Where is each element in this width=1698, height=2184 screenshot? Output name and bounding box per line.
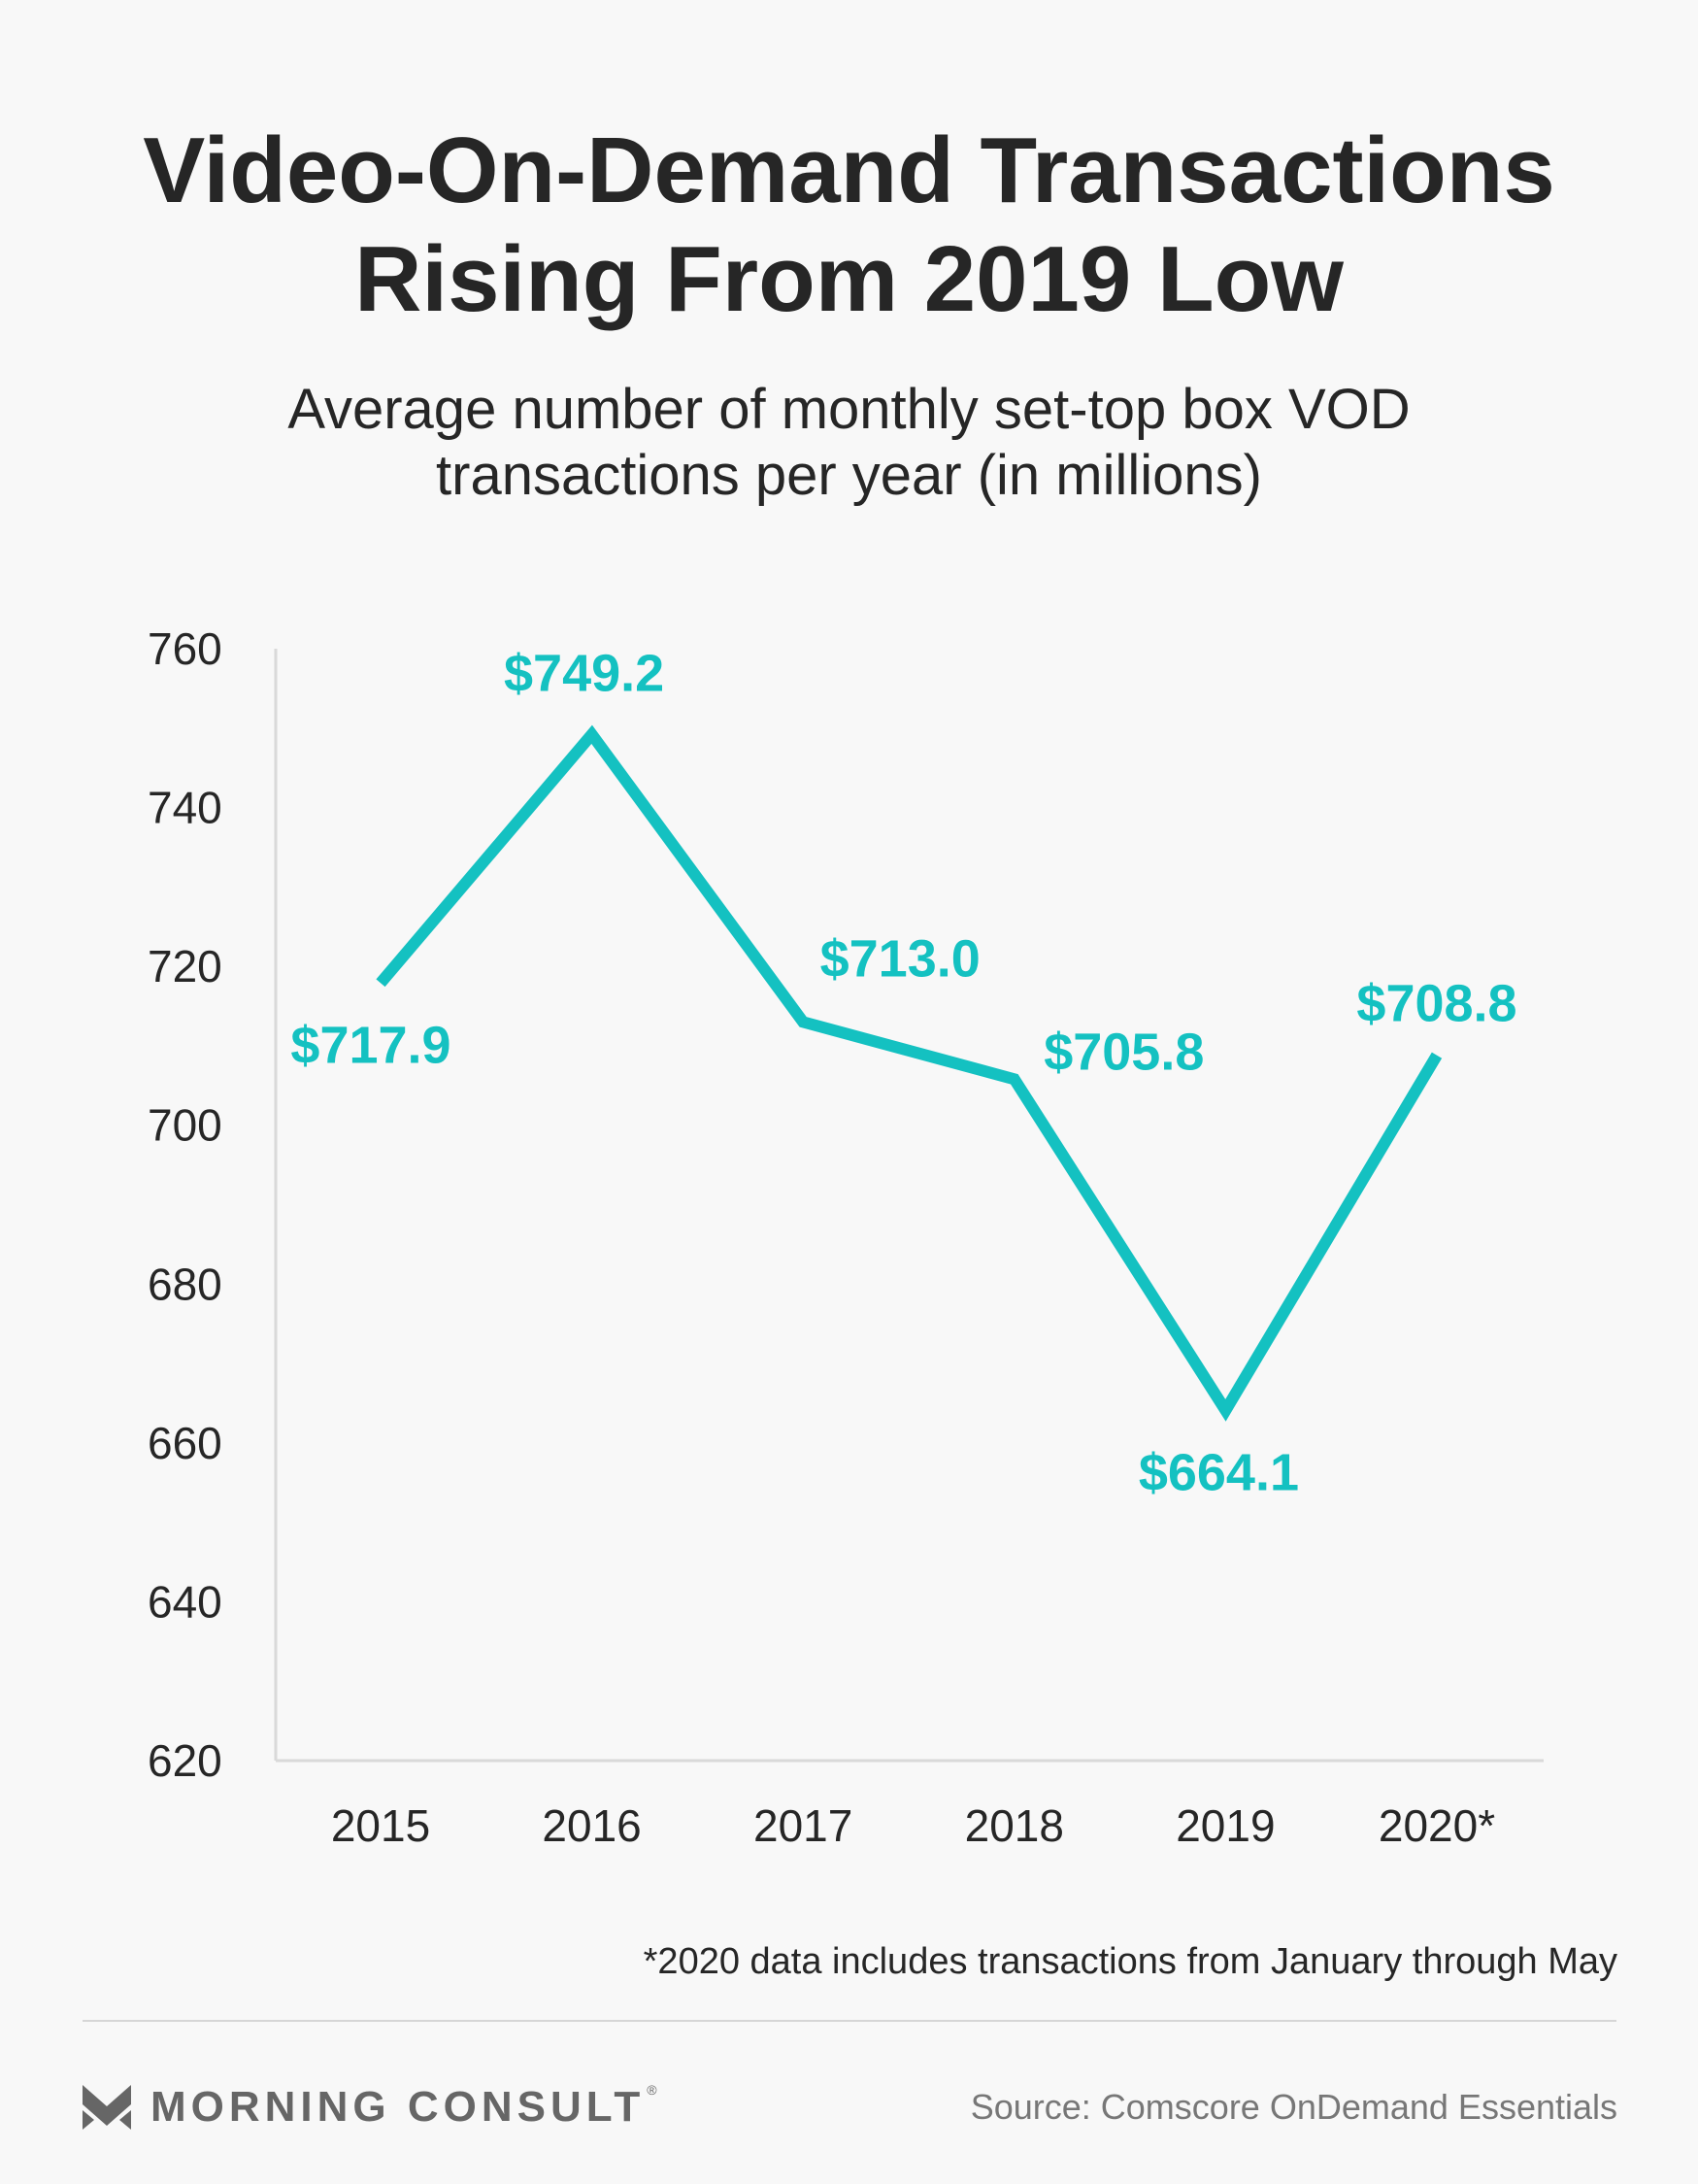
data-label: $664.1 [1139, 1443, 1299, 1501]
registered-mark: ® [647, 2082, 657, 2098]
data-label: $708.8 [1356, 975, 1516, 1033]
series-line [376, 724, 1443, 1422]
source-note: Source: Comscore OnDemand Essentials [970, 2087, 1617, 2127]
data-label: $713.0 [820, 929, 981, 988]
footer-divider [83, 2020, 1616, 2022]
chart-subtitle-line-2: transactions per year (in millions) [436, 444, 1262, 507]
y-tick-label: 700 [148, 1100, 222, 1151]
brand-name: MORNING CONSULT [150, 2083, 646, 2131]
y-tick-label: 680 [148, 1259, 222, 1309]
chart-title-line-1: Video-On-Demand Transactions [143, 118, 1555, 222]
chart-title: Video-On-Demand Transactions Rising From… [0, 117, 1698, 334]
x-tick-label: 2018 [965, 1800, 1064, 1851]
x-tick-label: 2017 [753, 1800, 852, 1851]
y-tick-label: 760 [148, 623, 222, 674]
brand-logo-block: MORNING CONSULT ® [83, 2078, 657, 2136]
footnote: *2020 data includes transactions from Ja… [643, 1941, 1617, 1982]
line-chart: 760 740 720 700 680 660 640 620 2015 2016 2017 2018… [148, 623, 1544, 1851]
y-tick-label: 640 [148, 1576, 222, 1627]
y-tick-label: 620 [148, 1735, 222, 1786]
x-tick-label: 2016 [542, 1800, 641, 1851]
chart-title-line-2: Rising From 2019 Low [354, 227, 1344, 331]
y-tick-label: 720 [148, 941, 222, 991]
chart-subtitle-line-1: Average number of monthly set-top box VO… [287, 378, 1411, 441]
y-tick-label: 740 [148, 783, 222, 833]
morning-consult-logo-icon [83, 2085, 131, 2130]
chart-subtitle: Average number of monthly set-top box VO… [0, 377, 1698, 509]
x-tick-label: 2020* [1379, 1800, 1495, 1851]
y-tick-label: 660 [148, 1418, 222, 1468]
data-label: $749.2 [504, 644, 664, 702]
data-label: $717.9 [290, 1016, 450, 1074]
data-label: $705.8 [1044, 1023, 1204, 1081]
x-tick-label: 2019 [1176, 1800, 1275, 1851]
x-tick-label: 2015 [331, 1800, 430, 1851]
